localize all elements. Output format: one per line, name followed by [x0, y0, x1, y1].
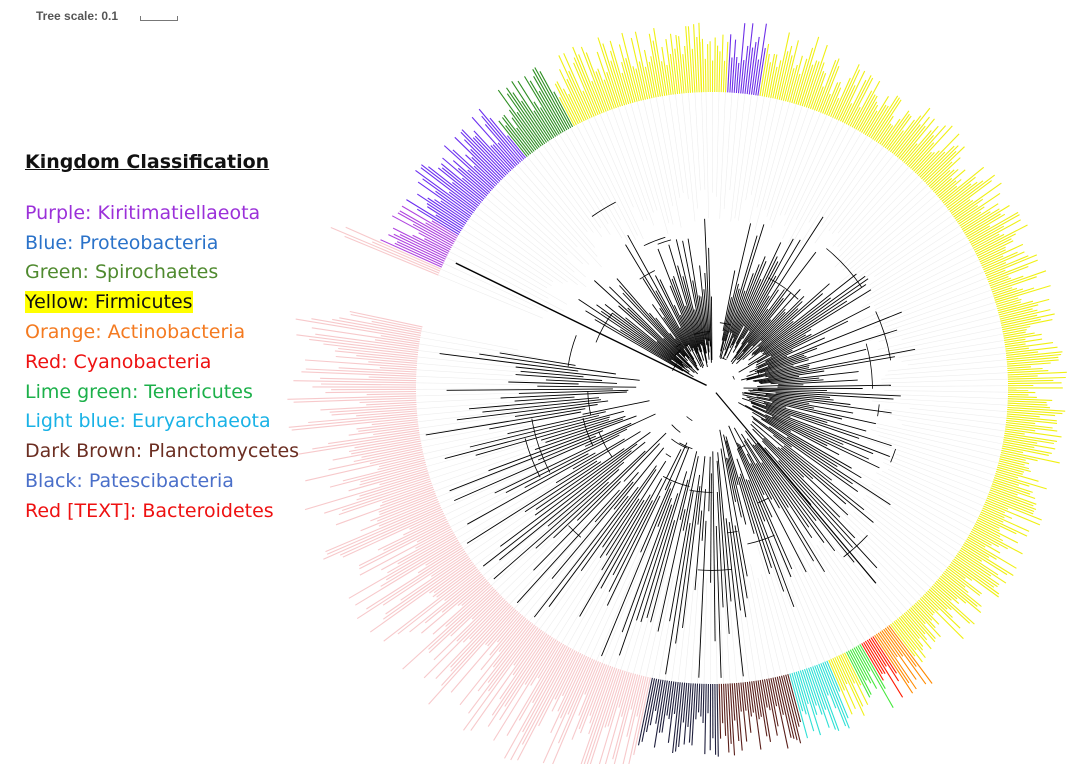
legend-phylum-name: Cyanobacteria	[67, 350, 212, 373]
legend-entry: Light blue: Euryarchaeota	[25, 407, 299, 437]
tree-scale-bar	[140, 16, 178, 21]
legend-entry: Black: Patescibacteria	[25, 467, 299, 497]
legend-entry: Purple: Kiritimatiellaeota	[25, 199, 299, 229]
legend-phylum-name: Planctomycetes	[142, 440, 300, 463]
tree-scale-label: Tree scale: 0.1	[36, 9, 119, 23]
legend-phylum-name: Firmicutes	[88, 291, 193, 314]
legend-color-word: Red [TEXT]	[25, 499, 130, 522]
legend-color-word: Orange	[25, 320, 96, 343]
legend-entry-text: Dark Brown: Planctomycetes	[25, 440, 299, 462]
legend-phylum-name: Proteobacteria	[73, 231, 219, 254]
legend-separator: :	[61, 350, 68, 373]
legend-separator: :	[131, 380, 139, 403]
legend-phylum-name: Patescibacteria	[82, 469, 234, 492]
legend-separator: :	[95, 320, 102, 343]
legend-entry-text: Lime green: Tenericutes	[25, 381, 253, 403]
legend-entry: Dark Brown: Planctomycetes	[25, 437, 299, 467]
legend-entry-text: Orange: Actinobacteria	[25, 321, 245, 343]
legend-color-word: Blue	[25, 231, 68, 254]
legend-separator: :	[85, 201, 92, 224]
legend-color-word: Light blue	[25, 410, 120, 433]
legend-entry-text: Yellow: Firmicutes	[25, 291, 193, 314]
legend-separator: :	[76, 469, 83, 492]
legend: Kingdom Classification Purple: Kiritimat…	[25, 148, 299, 527]
legend-entry: Yellow: Firmicutes	[25, 288, 299, 318]
legend-entry: Blue: Proteobacteria	[25, 229, 299, 259]
legend-entry-text: Red [TEXT]: Bacteroidetes	[25, 500, 274, 522]
legend-phylum-name: Euryarchaeota	[125, 410, 271, 433]
classification-ring	[287, 22, 1067, 764]
legend-color-word: Yellow	[25, 291, 83, 314]
legend-phylum-name: Kiritimatiellaeota	[91, 201, 261, 224]
legend-phylum-name: Actinobacteria	[101, 320, 246, 343]
legend-entry-text: Light blue: Euryarchaeota	[25, 410, 271, 432]
legend-separator: :	[82, 261, 89, 284]
legend-color-word: Green	[25, 261, 83, 284]
legend-separator: :	[67, 231, 74, 254]
legend-phylum-name: Spirochaetes	[88, 261, 219, 284]
legend-phylum-name: Bacteroidetes	[136, 499, 274, 522]
legend-entry: Red [TEXT]: Bacteroidetes	[25, 497, 299, 527]
legend-color-word: Lime green	[25, 380, 132, 403]
legend-separator: :	[135, 440, 143, 463]
legend-entry: Lime green: Tenericutes	[25, 378, 299, 408]
legend-color-word: Dark Brown	[25, 440, 136, 463]
tree-guide-lines	[415, 91, 1009, 685]
legend-separator: :	[129, 499, 137, 522]
legend-entry-text: Blue: Proteobacteria	[25, 232, 218, 254]
legend-color-word: Purple	[25, 201, 86, 224]
legend-entry: Orange: Actinobacteria	[25, 318, 299, 348]
legend-phylum-name: Tenericutes	[138, 380, 253, 403]
legend-separator: :	[82, 291, 89, 314]
tree-branches	[425, 201, 916, 678]
legend-entry: Green: Spirochaetes	[25, 258, 299, 288]
legend-entry-text: Purple: Kiritimatiellaeota	[25, 202, 260, 224]
legend-color-word: Black	[25, 469, 77, 492]
legend-entries: Purple: Kiritimatiellaeota Blue: Proteoba…	[25, 199, 299, 527]
legend-title: Kingdom Classification	[25, 151, 270, 173]
legend-color-word: Red	[25, 350, 62, 373]
legend-entry-text: Red: Cyanobacteria	[25, 351, 211, 373]
legend-entry-text: Black: Patescibacteria	[25, 470, 234, 492]
legend-entry-text: Green: Spirochaetes	[25, 261, 218, 283]
legend-separator: :	[119, 410, 126, 433]
legend-entry: Red: Cyanobacteria	[25, 348, 299, 378]
